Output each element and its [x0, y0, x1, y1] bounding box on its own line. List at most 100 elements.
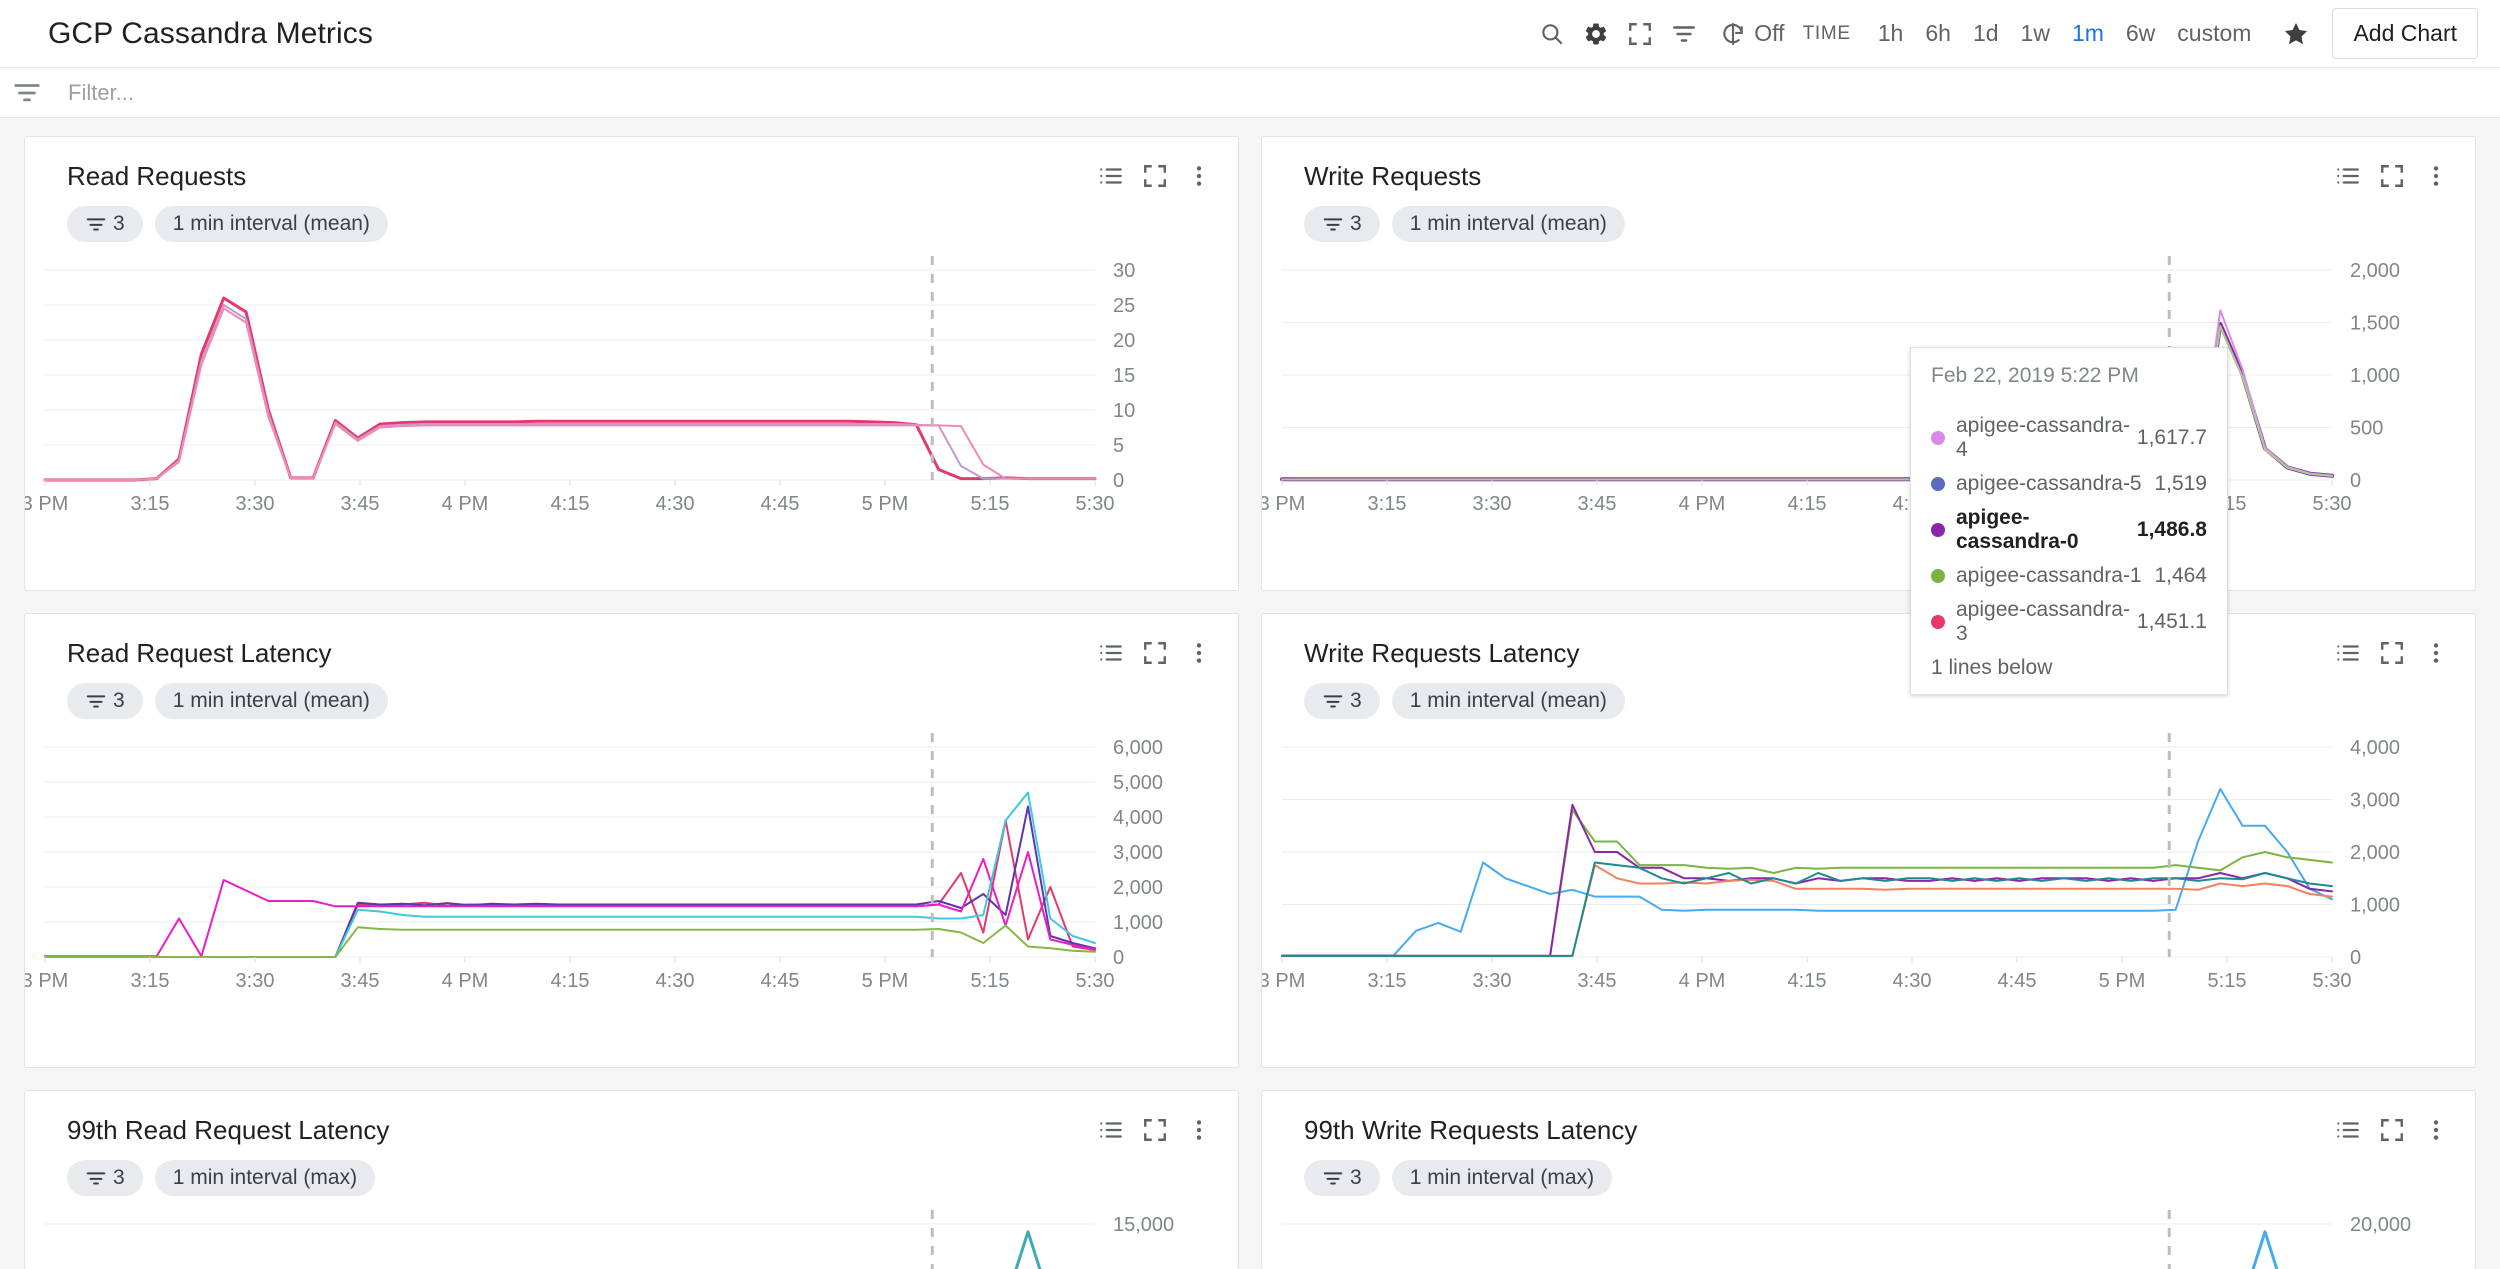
- fullscreen-icon[interactable]: [2379, 1117, 2405, 1143]
- svg-text:2,000: 2,000: [1113, 877, 1163, 899]
- svg-text:4:15: 4:15: [551, 493, 590, 515]
- interval-chip[interactable]: 1 min interval (mean): [154, 683, 388, 719]
- fullscreen-icon[interactable]: [1142, 163, 1168, 189]
- series-line: [44, 307, 1096, 481]
- add-chart-button[interactable]: Add Chart: [2332, 8, 2478, 59]
- more-vert-icon[interactable]: [1186, 1117, 1212, 1143]
- chart-header: Read Requests: [25, 137, 1238, 192]
- chart-card-write-requests: Write Requests 3 1 min interval (mean) 0 500…: [1261, 136, 2476, 695]
- list-icon[interactable]: [1098, 163, 1124, 189]
- chart-card-99th-read-request-latency: 99th Read Request Latency 3 1 min interval…: [24, 1090, 1239, 1269]
- filter-count-label: 3: [1350, 1166, 1362, 1189]
- svg-text:2,000: 2,000: [2350, 260, 2400, 282]
- svg-text:5 PM: 5 PM: [862, 493, 909, 515]
- chart-title: Read Request Latency: [67, 638, 332, 668]
- time-range-1w[interactable]: 1w: [2020, 20, 2050, 46]
- auto-refresh-toggle[interactable]: Off: [1720, 20, 1785, 47]
- plot-area-read-request-latency[interactable]: 0 1,000 2,000 3,000 4,000 5,000 6,000 3 PM 3:15 3…: [25, 733, 1205, 1003]
- filter-icon[interactable]: [1662, 12, 1706, 56]
- svg-text:5:30: 5:30: [2313, 970, 2352, 992]
- chart-header: Write Requests: [1262, 137, 2475, 192]
- list-icon[interactable]: [2335, 1117, 2361, 1143]
- svg-text:3:45: 3:45: [1578, 493, 1617, 515]
- plot-wrapper: 0 1,000 2,000 3,000 4,000 5,000 6,000 3 PM 3:15 3…: [25, 733, 1238, 1003]
- filter-count-chip[interactable]: 3: [67, 206, 143, 242]
- fullscreen-icon[interactable]: [1618, 12, 1662, 56]
- time-range-1h[interactable]: 1h: [1877, 20, 1904, 46]
- more-vert-icon[interactable]: [2423, 1117, 2449, 1143]
- interval-chip[interactable]: 1 min interval (mean): [1391, 683, 1625, 719]
- search-icon[interactable]: [1530, 12, 1574, 56]
- svg-text:1,000: 1,000: [2350, 895, 2400, 917]
- plot-area-write-requests[interactable]: 0 500 1,000 1,500 2,000 3 PM 3:15 3:30 3:45 4 PM 4…: [1262, 256, 2442, 526]
- list-icon[interactable]: [2335, 640, 2361, 666]
- more-vert-icon[interactable]: [1186, 163, 1212, 189]
- time-label: TIME: [1802, 22, 1851, 44]
- plot-area-read-requests[interactable]: 0 5 10 15 20 25 30 3 PM 3:15 3:30 3:45 4 PM 4:15 4:30…: [25, 256, 1205, 526]
- svg-text:4:45: 4:45: [761, 970, 800, 992]
- series-line: [1281, 809, 2333, 957]
- series-color-dot: [1931, 523, 1945, 537]
- time-range-6h[interactable]: 6h: [1925, 20, 1951, 46]
- svg-text:15: 15: [1113, 365, 1135, 387]
- fullscreen-icon[interactable]: [2379, 640, 2405, 666]
- plot-area-99th-read-request-latency[interactable]: 15,000: [25, 1210, 1205, 1269]
- fullscreen-icon[interactable]: [2379, 163, 2405, 189]
- interval-chip[interactable]: 1 min interval (mean): [154, 206, 388, 242]
- svg-text:5: 5: [1113, 435, 1124, 457]
- tooltip-series-name: apigee-cassandra-3: [1956, 598, 2130, 645]
- more-vert-icon[interactable]: [2423, 163, 2449, 189]
- filter-icon[interactable]: [12, 78, 42, 108]
- time-range-1d[interactable]: 1d: [1972, 20, 1999, 46]
- toolbar: Off TIME 1h 6h 1d 1w 1m 6w custom Add Chart: [1530, 8, 2500, 59]
- tooltip-series-name: apigee-cassandra-1: [1956, 564, 2142, 587]
- plot-area-write-requests-latency[interactable]: 0 1,000 2,000 3,000 4,000 3 PM 3:15 3:30 3:45 4 P…: [1262, 733, 2442, 1003]
- interval-chip[interactable]: 1 min interval (max): [154, 1160, 376, 1196]
- svg-text:3 PM: 3 PM: [25, 970, 68, 992]
- more-vert-icon[interactable]: [2423, 640, 2449, 666]
- filter-count-chip[interactable]: 3: [67, 1160, 143, 1196]
- star-icon[interactable]: [2274, 12, 2318, 56]
- svg-text:4:30: 4:30: [656, 493, 695, 515]
- filter-count-chip[interactable]: 3: [1304, 1160, 1380, 1196]
- list-icon[interactable]: [1098, 640, 1124, 666]
- svg-text:1,000: 1,000: [1113, 912, 1163, 934]
- list-icon[interactable]: [2335, 163, 2361, 189]
- fullscreen-icon[interactable]: [1142, 640, 1168, 666]
- list-icon[interactable]: [1098, 1117, 1124, 1143]
- chart-header: 99th Read Request Latency: [25, 1091, 1238, 1146]
- chart-chips: 3 1 min interval (mean): [1262, 192, 2475, 242]
- filter-input[interactable]: [68, 79, 668, 106]
- svg-text:3:15: 3:15: [131, 493, 170, 515]
- tooltip-row: apigee-cassandra-0 1,486.8: [1931, 506, 2207, 554]
- svg-text:15,000: 15,000: [1113, 1214, 1174, 1236]
- tooltip-series-name: apigee-cassandra-4: [1956, 414, 2130, 461]
- chart-chips: 3 1 min interval (max): [1262, 1146, 2475, 1196]
- plot-area-99th-write-requests-latency[interactable]: 20,000: [1262, 1210, 2442, 1269]
- interval-label: 1 min interval (mean): [1409, 212, 1607, 235]
- interval-chip[interactable]: 1 min interval (max): [1391, 1160, 1613, 1196]
- svg-text:4,000: 4,000: [2350, 737, 2400, 759]
- svg-text:3:15: 3:15: [1368, 970, 1407, 992]
- more-vert-icon[interactable]: [1186, 640, 1212, 666]
- time-range-custom[interactable]: custom: [2177, 20, 2252, 46]
- time-range-6w[interactable]: 6w: [2125, 20, 2156, 46]
- chart-title: Write Requests: [1304, 161, 1482, 191]
- gear-icon[interactable]: [1574, 12, 1618, 56]
- interval-chip[interactable]: 1 min interval (mean): [1391, 206, 1625, 242]
- tooltip-row: apigee-cassandra-3 1,451.1: [1931, 598, 2207, 646]
- series-line: [2251, 1230, 2279, 1269]
- svg-text:3:30: 3:30: [236, 970, 275, 992]
- svg-text:4,000: 4,000: [1113, 807, 1163, 829]
- svg-text:5:15: 5:15: [971, 970, 1010, 992]
- tooltip-row: apigee-cassandra-1 1,464: [1931, 564, 2207, 588]
- interval-label: 1 min interval (mean): [1409, 689, 1607, 712]
- filter-count-chip[interactable]: 3: [1304, 683, 1380, 719]
- plot-wrapper: 20,000: [1262, 1210, 2475, 1269]
- filter-count-chip[interactable]: 3: [1304, 206, 1380, 242]
- fullscreen-icon[interactable]: [1142, 1117, 1168, 1143]
- filter-count-chip[interactable]: 3: [67, 683, 143, 719]
- filter-count-label: 3: [113, 689, 125, 712]
- svg-text:4:15: 4:15: [551, 970, 590, 992]
- time-range-1m[interactable]: 1m: [2071, 20, 2104, 46]
